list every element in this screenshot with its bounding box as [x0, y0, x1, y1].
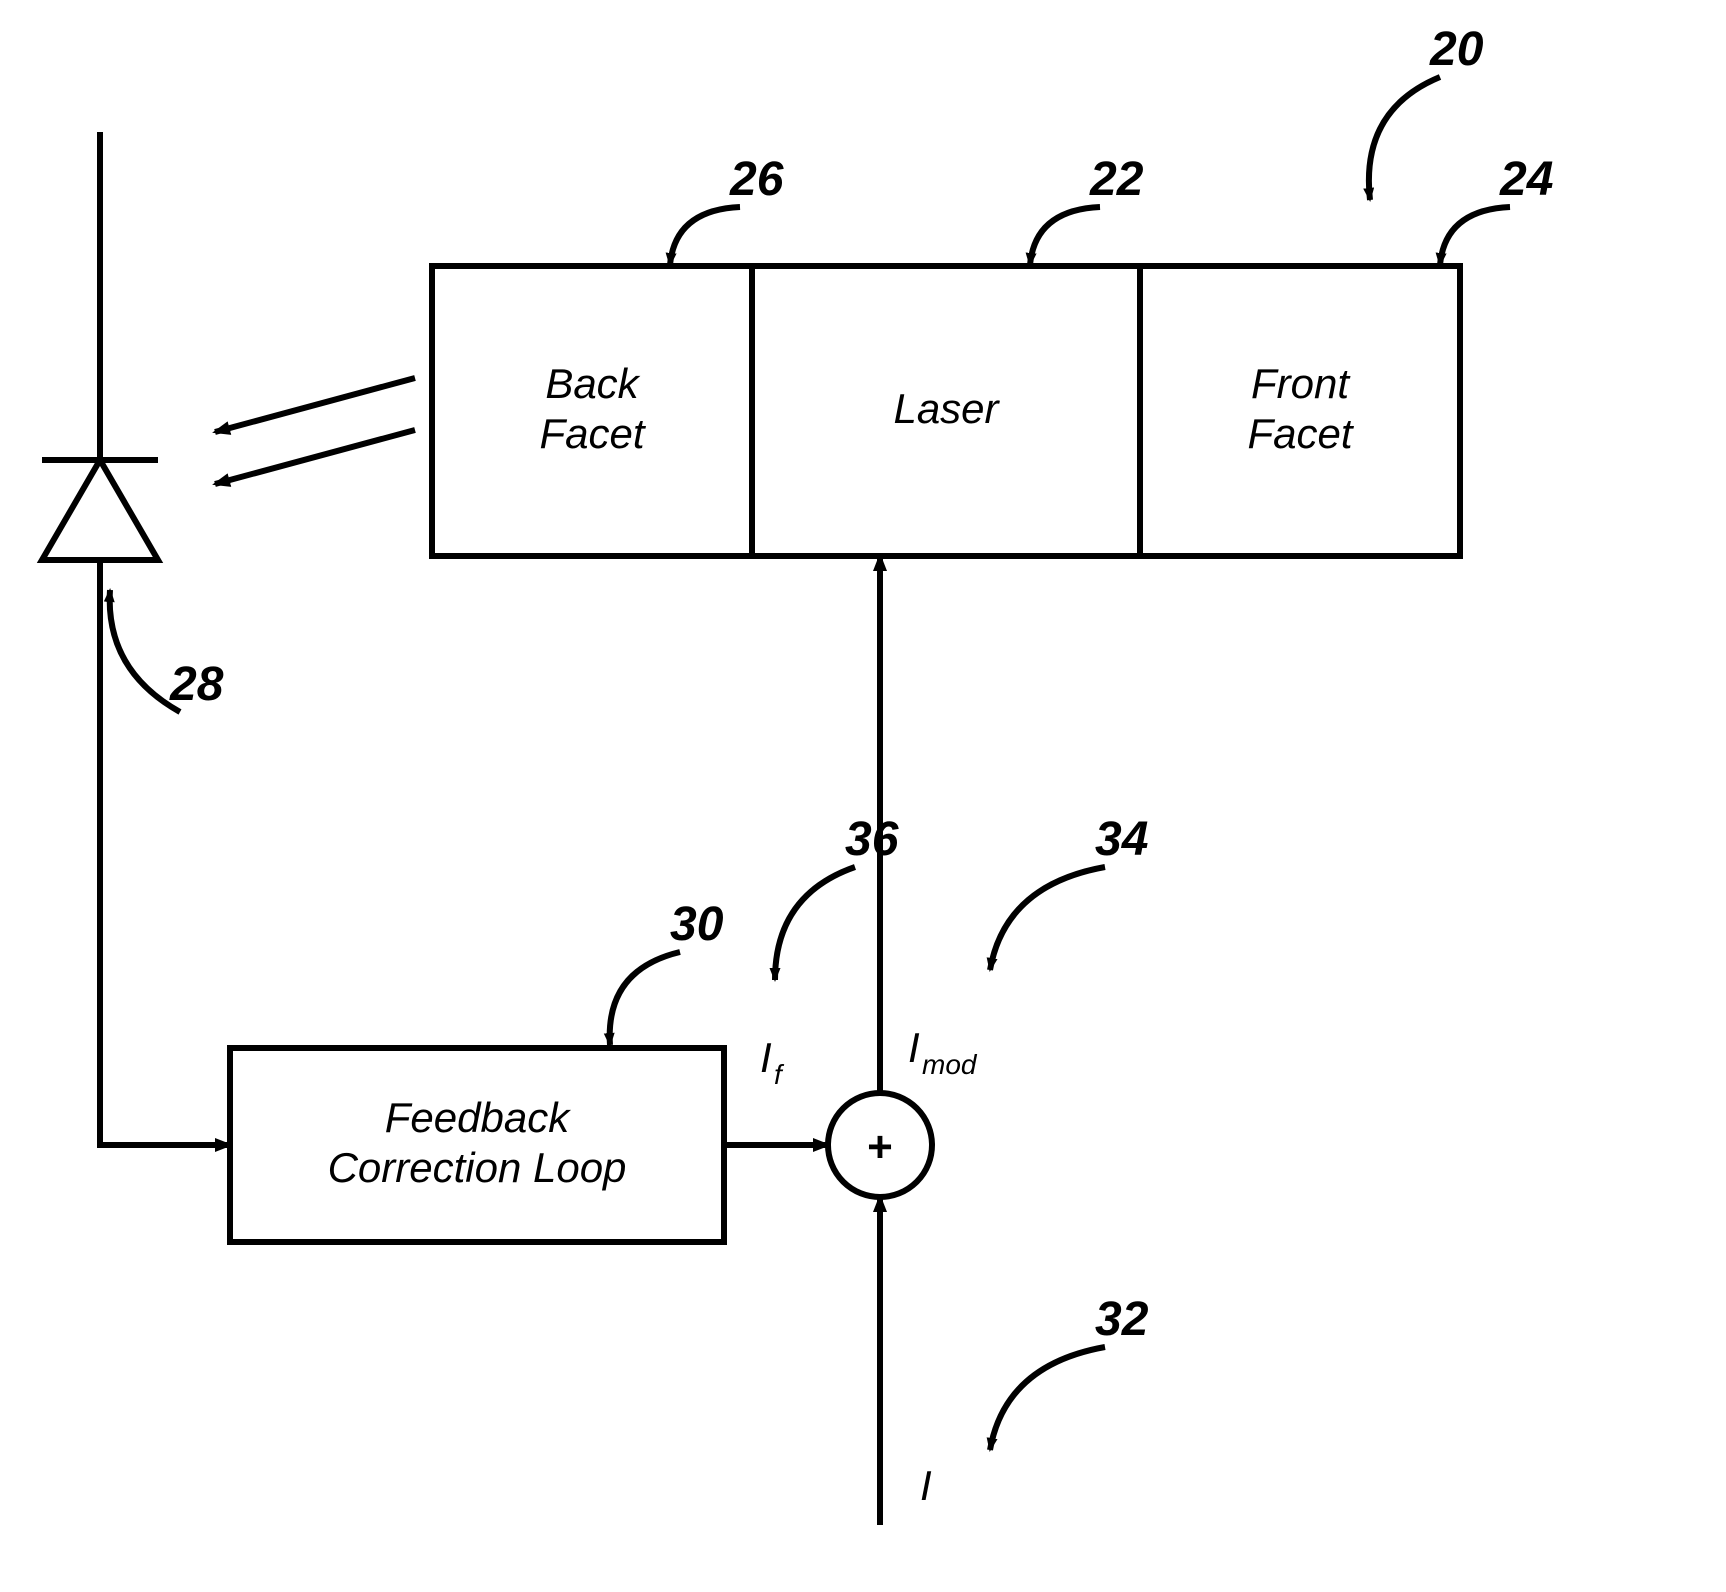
ref-leader-30 — [610, 952, 680, 1045]
signal-I: I — [920, 1462, 932, 1509]
ref-leader-36 — [775, 867, 855, 980]
ref-label-28: 28 — [169, 658, 224, 711]
ref-leader-26 — [670, 207, 740, 265]
back-facet-label-1: Back — [545, 360, 640, 407]
ref-leader-20 — [1369, 77, 1440, 200]
front-facet-label-2: Facet — [1247, 410, 1354, 457]
ref-leader-34 — [990, 867, 1105, 970]
feedback-block: Feedback Correction Loop — [230, 1048, 724, 1242]
photodiode — [42, 132, 158, 560]
pd-triangle — [42, 460, 158, 560]
laser-assembly: Back Facet Laser Front Facet — [432, 266, 1460, 556]
front-facet-label-1: Front — [1251, 360, 1351, 407]
feedback-label-2: Correction Loop — [328, 1144, 627, 1191]
ref-leader-32 — [990, 1347, 1105, 1450]
signal-Imod-sub: mod — [922, 1049, 978, 1080]
signal-Imod: I mod — [908, 1024, 978, 1080]
ref-label-26: 26 — [729, 153, 784, 206]
feedback-label-1: Feedback — [385, 1094, 571, 1141]
light-arrow-1 — [215, 378, 415, 432]
light-arrow-2 — [215, 430, 415, 484]
signal-If: I f — [760, 1034, 785, 1090]
ref-leader-22 — [1030, 207, 1100, 265]
ref-label-30: 30 — [670, 898, 724, 951]
signal-If-sub: f — [774, 1059, 785, 1090]
ref-label-24: 24 — [1499, 153, 1553, 206]
ref-leader-24 — [1440, 207, 1510, 265]
summing-plus: + — [867, 1123, 893, 1172]
ref-label-20: 20 — [1429, 23, 1484, 76]
laser-label: Laser — [893, 385, 1000, 432]
ref-label-22: 22 — [1089, 153, 1144, 206]
ref-label-32: 32 — [1095, 1293, 1149, 1346]
laser-feedback-diagram: Back Facet Laser Front Facet Feedback Co… — [0, 0, 1726, 1592]
signal-Imod-label: I — [908, 1024, 920, 1071]
ref-label-34: 34 — [1095, 813, 1148, 866]
ref-label-36: 36 — [845, 813, 899, 866]
signal-If-label: I — [760, 1034, 772, 1081]
back-facet-label-2: Facet — [539, 410, 646, 457]
signal-I-label: I — [920, 1462, 932, 1509]
